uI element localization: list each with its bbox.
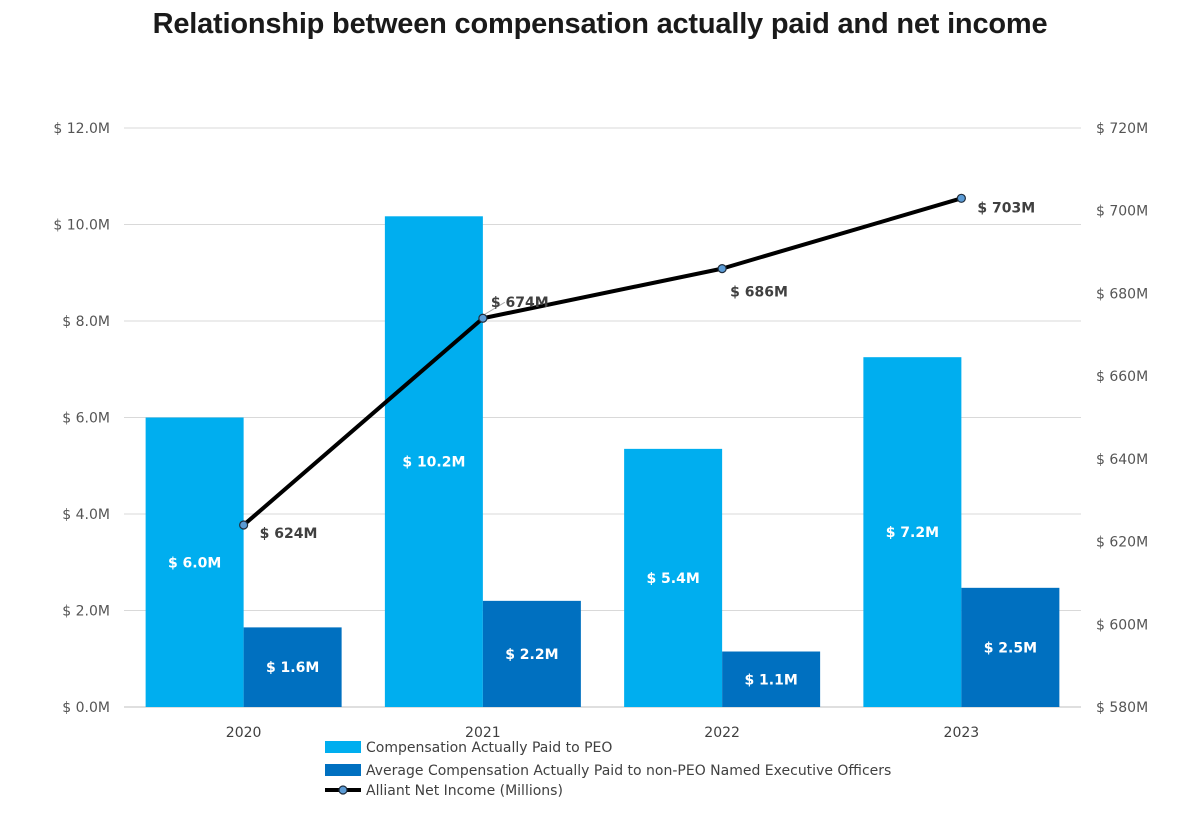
legend-swatch-peo <box>325 741 361 753</box>
chart-title: Relationship between compensation actual… <box>152 8 1048 40</box>
bars <box>145 216 1060 708</box>
bar-peo-2021 <box>384 216 483 708</box>
bar-labels: $ 6.0M $ 1.6M $ 10.2M $ 2.2M $ 5.4M $ 1.1M $ 7… <box>168 455 1037 689</box>
bar-label-neo: $ 2.5M <box>984 640 1037 656</box>
bar-label-neo: $ 2.2M <box>505 647 558 663</box>
right-axis-tick-label: $ 580M <box>1096 700 1148 716</box>
left-axis-tick-label: $ 10.0M <box>53 218 110 234</box>
x-category-label: 2023 <box>944 725 980 741</box>
net-income-label: $ 686M <box>730 285 788 301</box>
bar-peo-2022 <box>624 448 723 707</box>
bar-peo-2023 <box>863 357 962 707</box>
net-income-point <box>239 520 249 530</box>
bar-neo-2023 <box>961 587 1060 707</box>
left-axis-tick-label: $ 4.0M <box>62 507 110 523</box>
net-income-line-group <box>239 193 966 530</box>
net-income-line <box>242 196 962 527</box>
left-axis-tick-label: $ 6.0M <box>62 411 110 427</box>
bar-label-peo: $ 7.2M <box>886 525 939 541</box>
bar-neo-2022 <box>722 651 821 707</box>
left-axis-ticks: $ 0.0M $ 2.0M $ 4.0M $ 6.0M $ 8.0M $ 10.0M $ 1… <box>53 121 110 716</box>
right-axis-tick-label: $ 640M <box>1096 452 1148 468</box>
left-axis-tick-label: $ 8.0M <box>62 314 110 330</box>
bar-label-neo: $ 1.1M <box>744 672 797 688</box>
right-axis-tick-label: $ 720M <box>1096 121 1148 137</box>
legend-label-neo: Average Compensation Actually Paid to no… <box>366 763 891 779</box>
bar-label-peo: $ 5.4M <box>646 571 699 587</box>
right-axis-tick-label: $ 600M <box>1096 617 1148 633</box>
x-axis-categories: 2020 2021 2022 2023 <box>226 725 979 741</box>
net-income-label: $ 674M <box>491 295 549 311</box>
bar-peo-2020 <box>145 417 244 707</box>
net-income-label: $ 703M <box>977 200 1035 216</box>
label-leader-line <box>484 301 506 315</box>
legend: Compensation Actually Paid to PEO Average… <box>325 740 891 799</box>
left-axis-tick-label: $ 0.0M <box>62 700 110 716</box>
left-axis-tick-label: $ 2.0M <box>62 604 110 620</box>
x-category-label: 2022 <box>704 725 740 741</box>
bar-neo-2020 <box>243 627 342 707</box>
bar-label-peo: $ 10.2M <box>402 455 465 471</box>
right-axis-tick-label: $ 620M <box>1096 535 1148 551</box>
legend-label-line: Alliant Net Income (Millions) <box>366 783 563 799</box>
x-category-label: 2020 <box>226 725 262 741</box>
x-category-label: 2021 <box>465 725 501 741</box>
line-labels: $ 624M $ 674M $ 686M $ 703M <box>260 200 1036 542</box>
right-axis-tick-label: $ 700M <box>1096 204 1148 220</box>
bar-neo-2021 <box>482 600 581 707</box>
legend-label-peo: Compensation Actually Paid to PEO <box>366 740 612 756</box>
net-income-label: $ 624M <box>260 526 318 542</box>
legend-marker-line <box>338 785 348 795</box>
right-axis-tick-label: $ 660M <box>1096 369 1148 385</box>
net-income-point <box>478 313 488 323</box>
bar-label-neo: $ 1.6M <box>266 660 319 676</box>
right-axis-ticks: $ 580M $ 600M $ 620M $ 640M $ 660M $ 680M $ 70… <box>1096 121 1148 716</box>
left-axis-tick-label: $ 12.0M <box>53 121 110 137</box>
bar-label-peo: $ 6.0M <box>168 555 221 571</box>
net-income-point <box>717 264 727 274</box>
right-axis-tick-label: $ 680M <box>1096 286 1148 302</box>
net-income-point <box>956 193 966 203</box>
legend-swatch-neo <box>325 764 361 776</box>
